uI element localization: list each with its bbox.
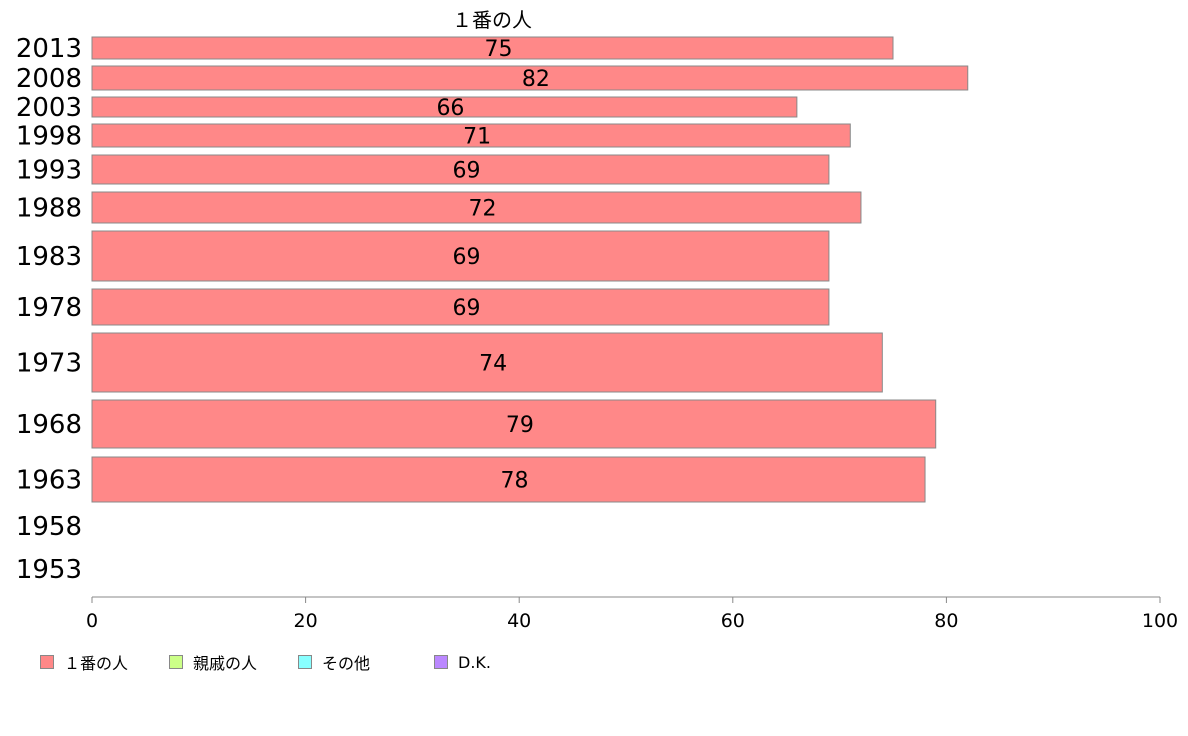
bar xyxy=(91,399,937,449)
bar-value-label: 69 xyxy=(452,245,480,270)
y-tick-label: 2013 xyxy=(16,34,82,64)
y-tick-label: 1998 xyxy=(16,122,82,152)
bar xyxy=(91,123,851,148)
x-tick-label: 40 xyxy=(507,610,531,632)
legend-item: D.K. xyxy=(434,653,491,672)
x-tick-label: 100 xyxy=(1142,610,1178,632)
legend-label: １番の人 xyxy=(64,654,129,673)
legend-item: 親戚の人 xyxy=(169,650,298,674)
legend-item: その他 xyxy=(298,650,434,674)
y-tick-label: 1953 xyxy=(16,555,82,585)
y-tick-label: 1963 xyxy=(16,466,82,496)
y-tick-label: 1968 xyxy=(16,410,82,440)
bar xyxy=(91,65,969,91)
y-tick-label: 2003 xyxy=(16,93,82,123)
y-tick-label: 1958 xyxy=(16,512,82,542)
bar xyxy=(91,36,894,60)
legend-label: D.K. xyxy=(458,652,491,672)
bar xyxy=(91,154,830,185)
x-axis: 0 20 40 60 80 100 xyxy=(86,596,1178,632)
y-tick-label: 1973 xyxy=(16,349,82,379)
x-tick-label: 80 xyxy=(934,610,958,632)
y-tick-label: 1978 xyxy=(16,293,82,323)
bar-value-label: 79 xyxy=(506,413,534,438)
bar-value-label: 71 xyxy=(463,125,491,150)
bar-value-label: 75 xyxy=(485,37,513,62)
x-tick-label: 20 xyxy=(294,610,318,632)
legend-swatch xyxy=(298,655,312,669)
y-tick-label: 1988 xyxy=(16,194,82,224)
legend-swatch xyxy=(40,655,54,669)
bar xyxy=(91,288,830,326)
legend-swatch xyxy=(434,655,448,669)
legend-swatch xyxy=(169,655,183,669)
legend-label: その他 xyxy=(322,654,371,673)
bars-group: 75 82 66 71 69 72 69 69 74 79 78 xyxy=(91,36,969,503)
bar-value-label: 66 xyxy=(436,96,464,121)
bar xyxy=(91,332,883,393)
legend-item: １番の人 xyxy=(40,650,169,674)
legend-label: 親戚の人 xyxy=(193,654,258,673)
bar-value-label: 69 xyxy=(452,296,480,321)
bar-value-label: 72 xyxy=(468,197,496,222)
legend: １番の人 親戚の人 その他 D.K. xyxy=(40,650,491,674)
y-tick-label: 1983 xyxy=(16,242,82,272)
bar-value-label: 69 xyxy=(452,159,480,184)
bar xyxy=(91,191,862,224)
bar-value-label: 78 xyxy=(501,469,529,494)
bar xyxy=(91,230,830,282)
bar-value-label: 82 xyxy=(522,67,550,92)
bar xyxy=(91,456,926,503)
y-tick-label: 2008 xyxy=(16,64,82,94)
x-tick-label: 0 xyxy=(86,610,98,632)
series-name-label: １番の人 xyxy=(452,8,532,32)
x-tick-label: 60 xyxy=(721,610,745,632)
bar-value-label: 74 xyxy=(479,352,507,377)
y-tick-label: 1993 xyxy=(16,156,82,186)
bar xyxy=(91,96,798,118)
